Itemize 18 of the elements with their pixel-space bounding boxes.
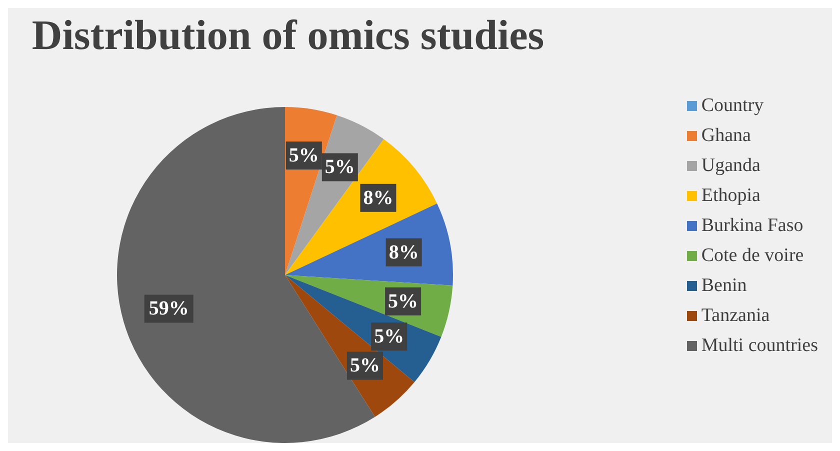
legend-label: Cote de voire [701,244,804,266]
legend-label: Country [701,94,764,116]
chart-title: Distribution of omics studies [30,12,546,60]
data-label: 59% [148,298,189,320]
data-label: 5% [388,290,418,312]
data-label: 5% [324,156,355,178]
legend-label: Tanzania [701,304,770,326]
legend-label: Burkina Faso [701,214,804,236]
data-label: 5% [288,144,319,167]
legend-label: Ghana [701,124,751,146]
legend-label: Benin [701,274,747,296]
data-label: 8% [388,241,419,264]
legend-label: Uganda [701,154,760,176]
data-label: 5% [374,326,404,348]
legend-label: Ethopia [701,184,760,206]
data-label: 8% [363,186,394,209]
data-label: 5% [350,354,380,377]
legend-label: Multi countries [701,334,818,356]
